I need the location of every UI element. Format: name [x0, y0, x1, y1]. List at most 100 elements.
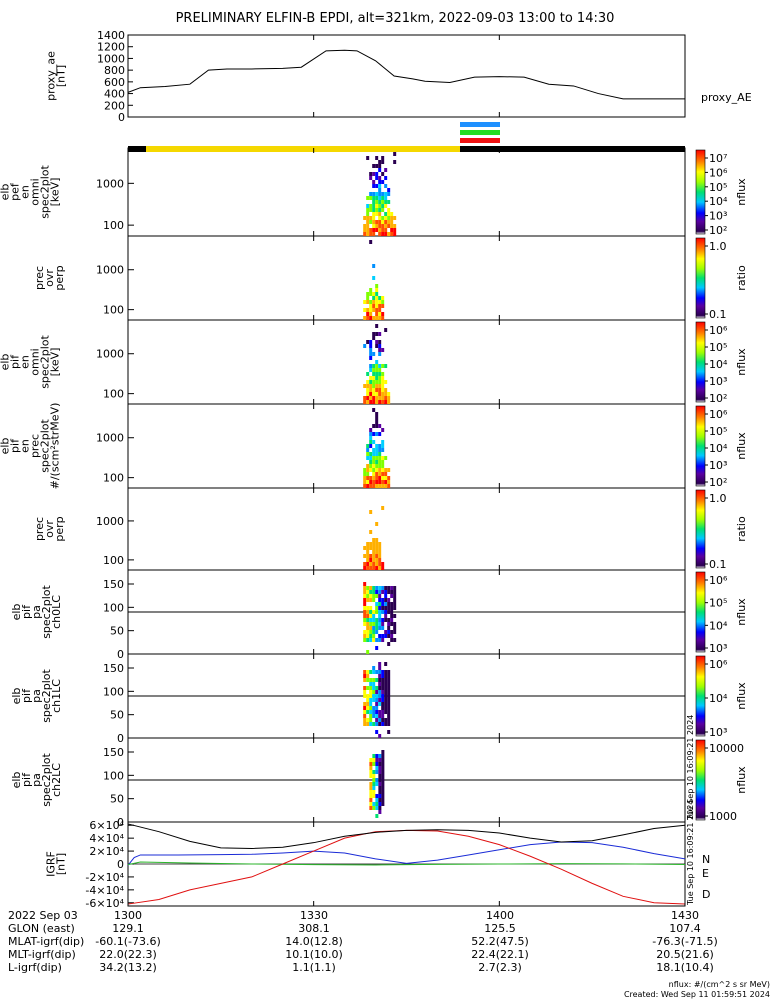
- panel-3-cell: [384, 392, 388, 396]
- panel-3-cell: [369, 388, 373, 392]
- panel-6-cell: [378, 586, 382, 590]
- proxy-ae-ytick-label: 1400: [97, 29, 125, 42]
- panel-1-cell: [372, 220, 376, 224]
- colorbar-4-tick-label: 10³: [709, 459, 727, 472]
- panel-4-cell: [375, 468, 379, 472]
- proxy-ae-ylabel-line: proxy_ae: [45, 51, 58, 101]
- panel-7-cell: [378, 686, 382, 690]
- panel-8-cell: [369, 786, 373, 790]
- panel-6-cell: [381, 622, 385, 626]
- panel-1-cell: [384, 228, 388, 232]
- colorbar-4-tick-label: 10⁵: [709, 425, 727, 438]
- panel-4-cell: [372, 484, 376, 488]
- colorbar-2-label: ratio: [735, 265, 748, 291]
- panel-4-frame: [127, 403, 686, 489]
- side-stamp-igrf: Tue Sep 10 16:09:21 2024: [686, 800, 695, 906]
- panel-4-cell: [372, 448, 376, 452]
- panel-7-cell: [372, 682, 376, 686]
- panel-7-cell: [372, 706, 376, 710]
- panel-6-cell: [378, 638, 382, 642]
- panel-8-cell: [378, 806, 382, 810]
- panel-4-cell: [372, 432, 376, 436]
- panel-3-cell: [369, 384, 373, 388]
- panel-7-cell: [381, 690, 385, 694]
- panel-6-cell: [390, 610, 394, 614]
- plot-title: PRELIMINARY ELFIN-B EPDI, alt=321km, 202…: [176, 11, 615, 26]
- panel-1-cell: [381, 172, 385, 176]
- footer-time-1430: 1430: [671, 909, 699, 922]
- panel-4-cell: [375, 448, 379, 452]
- panel-6-cell: [387, 606, 391, 610]
- panel-8-cell: [378, 762, 382, 766]
- footer-mlt-3: 22.4(22.1): [471, 948, 529, 961]
- panel-1-cell: [378, 176, 382, 180]
- indicator-bar-blue: [460, 122, 500, 127]
- panel-8-cell: [381, 754, 385, 758]
- panel-5-cell: [366, 566, 370, 570]
- panel-2-cell: [372, 308, 376, 312]
- panel-7-cell: [375, 670, 379, 674]
- panel-6-cell: [375, 630, 379, 634]
- panel-6-cell: [387, 642, 391, 646]
- panel-7-cell: [387, 730, 391, 734]
- panel-7-cell: [387, 718, 391, 722]
- igrf-ytick-label: -6×10⁴: [85, 897, 124, 910]
- panel-6-cell: [375, 586, 379, 590]
- panel-8-cell: [381, 758, 385, 762]
- panel-5-cell: [372, 562, 376, 566]
- panel-2-frame: [127, 235, 686, 321]
- panel-5-cell: [375, 554, 379, 558]
- panel-1-cell: [387, 188, 391, 192]
- panel-1-cell: [366, 196, 370, 200]
- panel-3-cell: [375, 400, 379, 404]
- colorbar-6-tick-label: 10⁶: [709, 574, 728, 587]
- panel-7-cell: [366, 686, 370, 690]
- panel-3-cell: [369, 396, 373, 400]
- panel-8-cell: [372, 770, 376, 774]
- panel-6-cell: [363, 594, 367, 598]
- panel-6-cell: [378, 602, 382, 606]
- panel-2-cell: [369, 292, 373, 296]
- panel-4-cell: [372, 440, 376, 444]
- panel-7-cell: [369, 690, 373, 694]
- panel-1-cell: [378, 220, 382, 224]
- proxy-ae-right-label: proxy_AE: [701, 91, 752, 104]
- panel-2-cell: [372, 264, 376, 268]
- panel-2-ylabel-line: ovr: [43, 269, 56, 287]
- panel-5-cell: [366, 542, 370, 546]
- panel-4-cell: [387, 468, 391, 472]
- panel-3-cell: [375, 392, 379, 396]
- panel-7-cell: [375, 722, 379, 726]
- panel-1-cell: [378, 192, 382, 196]
- panel-1-cell: [393, 232, 397, 236]
- panel-7-cell: [369, 714, 373, 718]
- panel-2-cell: [378, 300, 382, 304]
- panel-4-cell: [378, 460, 382, 464]
- panel-3-cell: [378, 340, 382, 344]
- panel-7-cell: [366, 698, 370, 702]
- panel-4-cell: [384, 476, 388, 480]
- panel-1-cell: [390, 220, 394, 224]
- panel-3-cell: [378, 372, 382, 376]
- panel-6-cell: [375, 590, 379, 594]
- panel-6-cell: [369, 618, 373, 622]
- panel-2-cell: [378, 296, 382, 300]
- panel-1-cell: [363, 228, 367, 232]
- panel-7-cell: [363, 678, 367, 682]
- panel-6-cell: [363, 630, 367, 634]
- panel-1-cell: [372, 184, 376, 188]
- panel-8-cell: [369, 762, 373, 766]
- panel-7-cell: [369, 718, 373, 722]
- panel-1-ytick-label: 1000: [96, 177, 124, 190]
- panel-8-cell: [369, 782, 373, 786]
- panel-8-cell: [375, 794, 379, 798]
- colorbar-7-tick-label: 10⁶: [709, 658, 728, 671]
- panel-6-cell: [372, 618, 376, 622]
- panel-1-cell: [378, 200, 382, 204]
- panel-6-cell: [378, 622, 382, 626]
- panel-6-cell: [387, 634, 391, 638]
- panel-8-cell: [381, 782, 385, 786]
- panel-7-cell: [378, 694, 382, 698]
- panel-1-cell: [381, 228, 385, 232]
- panel-1-cell: [372, 208, 376, 212]
